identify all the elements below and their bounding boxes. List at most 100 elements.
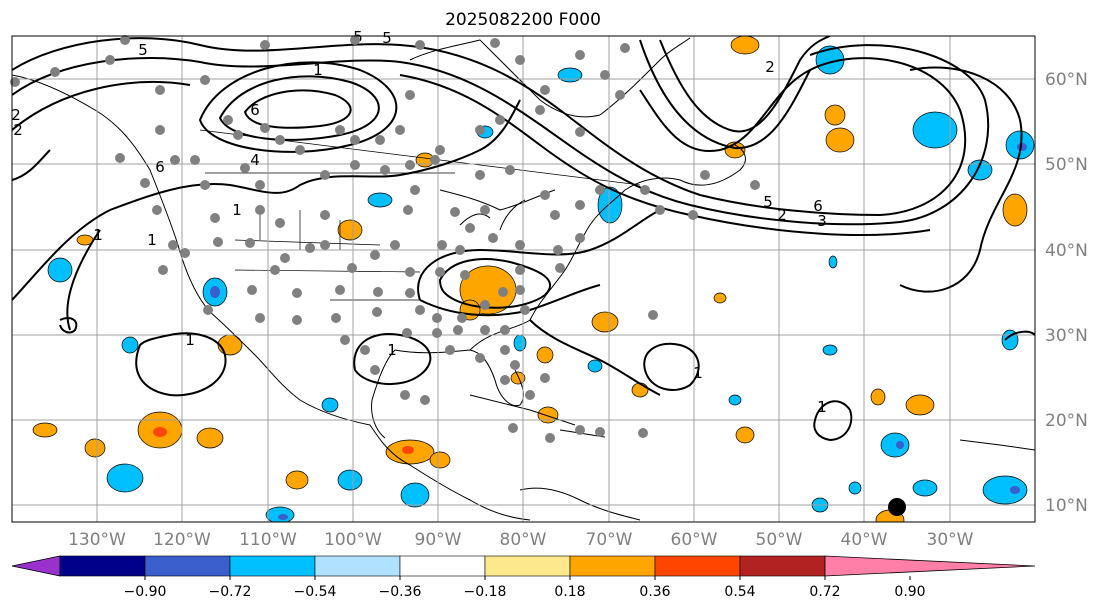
station-marker xyxy=(595,427,605,437)
station-marker xyxy=(457,313,467,323)
lat-label: 60°N xyxy=(1045,70,1088,90)
colorbar-tick-label: −0.18 xyxy=(464,584,507,600)
anomaly-patch xyxy=(912,479,938,497)
station-marker xyxy=(500,325,510,335)
colorbar-tick-labels: −0.90 −0.72 −0.54 −0.36 −0.18 0.18 0.36 0.54 0.7… xyxy=(124,576,926,600)
anomaly-patch xyxy=(880,432,910,458)
contour-label: 1 xyxy=(817,398,827,416)
station-marker xyxy=(475,353,485,363)
lat-label: 10°N xyxy=(1045,496,1088,516)
station-marker xyxy=(260,40,270,50)
contour-label: 2 xyxy=(13,121,23,139)
station-marker xyxy=(688,210,698,220)
station-marker xyxy=(445,345,455,355)
station-marker xyxy=(415,305,425,315)
anomaly-patch xyxy=(557,67,583,83)
station-marker xyxy=(553,245,563,255)
contour-lines xyxy=(12,36,1035,442)
station-marker xyxy=(435,145,445,155)
station-marker xyxy=(500,375,510,385)
station-marker xyxy=(120,35,130,45)
lon-label: 30°W xyxy=(927,530,974,550)
station-marker xyxy=(405,90,415,100)
station-marker xyxy=(475,170,485,180)
station-marker xyxy=(168,240,178,250)
highlight-marker xyxy=(888,498,906,516)
anomaly-patch xyxy=(536,346,554,364)
contour-label: 1 xyxy=(313,61,323,79)
station-marker xyxy=(275,135,285,145)
station-marker xyxy=(380,165,390,175)
colorbar-tick-label: −0.54 xyxy=(294,584,337,600)
anomaly-patch xyxy=(84,438,106,458)
anomaly-patch xyxy=(106,463,144,493)
lon-label: 80°W xyxy=(500,530,547,550)
station-marker xyxy=(370,365,380,375)
station-marker xyxy=(505,165,515,175)
station-marker xyxy=(320,240,330,250)
station-marker xyxy=(158,265,168,275)
lon-label: 100°W xyxy=(324,530,382,550)
station-marker xyxy=(600,70,610,80)
colorbar-tick-label: 0.36 xyxy=(639,584,670,600)
anomaly-patch xyxy=(1002,193,1028,227)
station-marker xyxy=(540,85,550,95)
station-marker xyxy=(540,190,550,200)
station-marker xyxy=(535,105,545,115)
colorbar-segment xyxy=(569,555,656,577)
station-marker xyxy=(410,185,420,195)
station-marker xyxy=(275,218,285,228)
anomaly-patch xyxy=(429,451,451,469)
station-marker xyxy=(350,135,360,145)
contour-label: 6 xyxy=(250,101,260,119)
lon-label: 40°W xyxy=(841,530,888,550)
station-marker xyxy=(340,335,350,345)
station-marker xyxy=(247,285,257,295)
anomaly-patch xyxy=(822,344,838,356)
colorbar-tick-label: −0.72 xyxy=(209,584,252,600)
station-marker xyxy=(405,288,415,298)
station-marker xyxy=(320,170,330,180)
station-marker xyxy=(595,185,605,195)
colorbar-segment xyxy=(144,555,231,577)
anomaly-core xyxy=(485,287,501,299)
station-marker xyxy=(402,328,412,338)
lon-label: 110°W xyxy=(239,530,297,550)
station-marker xyxy=(465,223,475,233)
station-marker xyxy=(420,395,430,405)
station-marker xyxy=(648,310,658,320)
station-marker xyxy=(550,210,560,220)
station-marker xyxy=(50,67,60,77)
anomaly-patch xyxy=(631,382,649,398)
station-marker xyxy=(155,125,165,135)
station-marker xyxy=(295,145,305,155)
station-marker xyxy=(200,180,210,190)
station-marker xyxy=(335,285,345,295)
colorbar-tick-label: −0.90 xyxy=(124,584,167,600)
station-marker xyxy=(488,233,498,243)
station-marker xyxy=(480,300,490,310)
station-marker xyxy=(155,85,165,95)
station-marker xyxy=(638,428,648,438)
station-marker xyxy=(640,185,650,195)
lon-label: 120°W xyxy=(153,530,211,550)
station-marker xyxy=(223,115,233,125)
anomaly-patch xyxy=(47,257,73,283)
station-marker xyxy=(700,170,710,180)
station-marker xyxy=(245,238,255,248)
station-marker xyxy=(140,178,150,188)
anomaly-patch xyxy=(728,394,742,406)
station-marker xyxy=(390,240,400,250)
station-marker xyxy=(515,285,525,295)
station-marker xyxy=(203,305,213,315)
station-marker xyxy=(490,38,500,48)
station-marker xyxy=(435,267,445,277)
contour-label: 1 xyxy=(147,231,157,249)
station-marker xyxy=(525,390,535,400)
colorbar-extend-high xyxy=(824,555,1036,577)
anomaly-patch xyxy=(321,397,339,413)
anomaly-patch xyxy=(32,422,58,438)
anomaly-patch xyxy=(825,127,855,153)
lat-label: 30°N xyxy=(1045,326,1088,346)
lat-label: 40°N xyxy=(1045,241,1088,261)
